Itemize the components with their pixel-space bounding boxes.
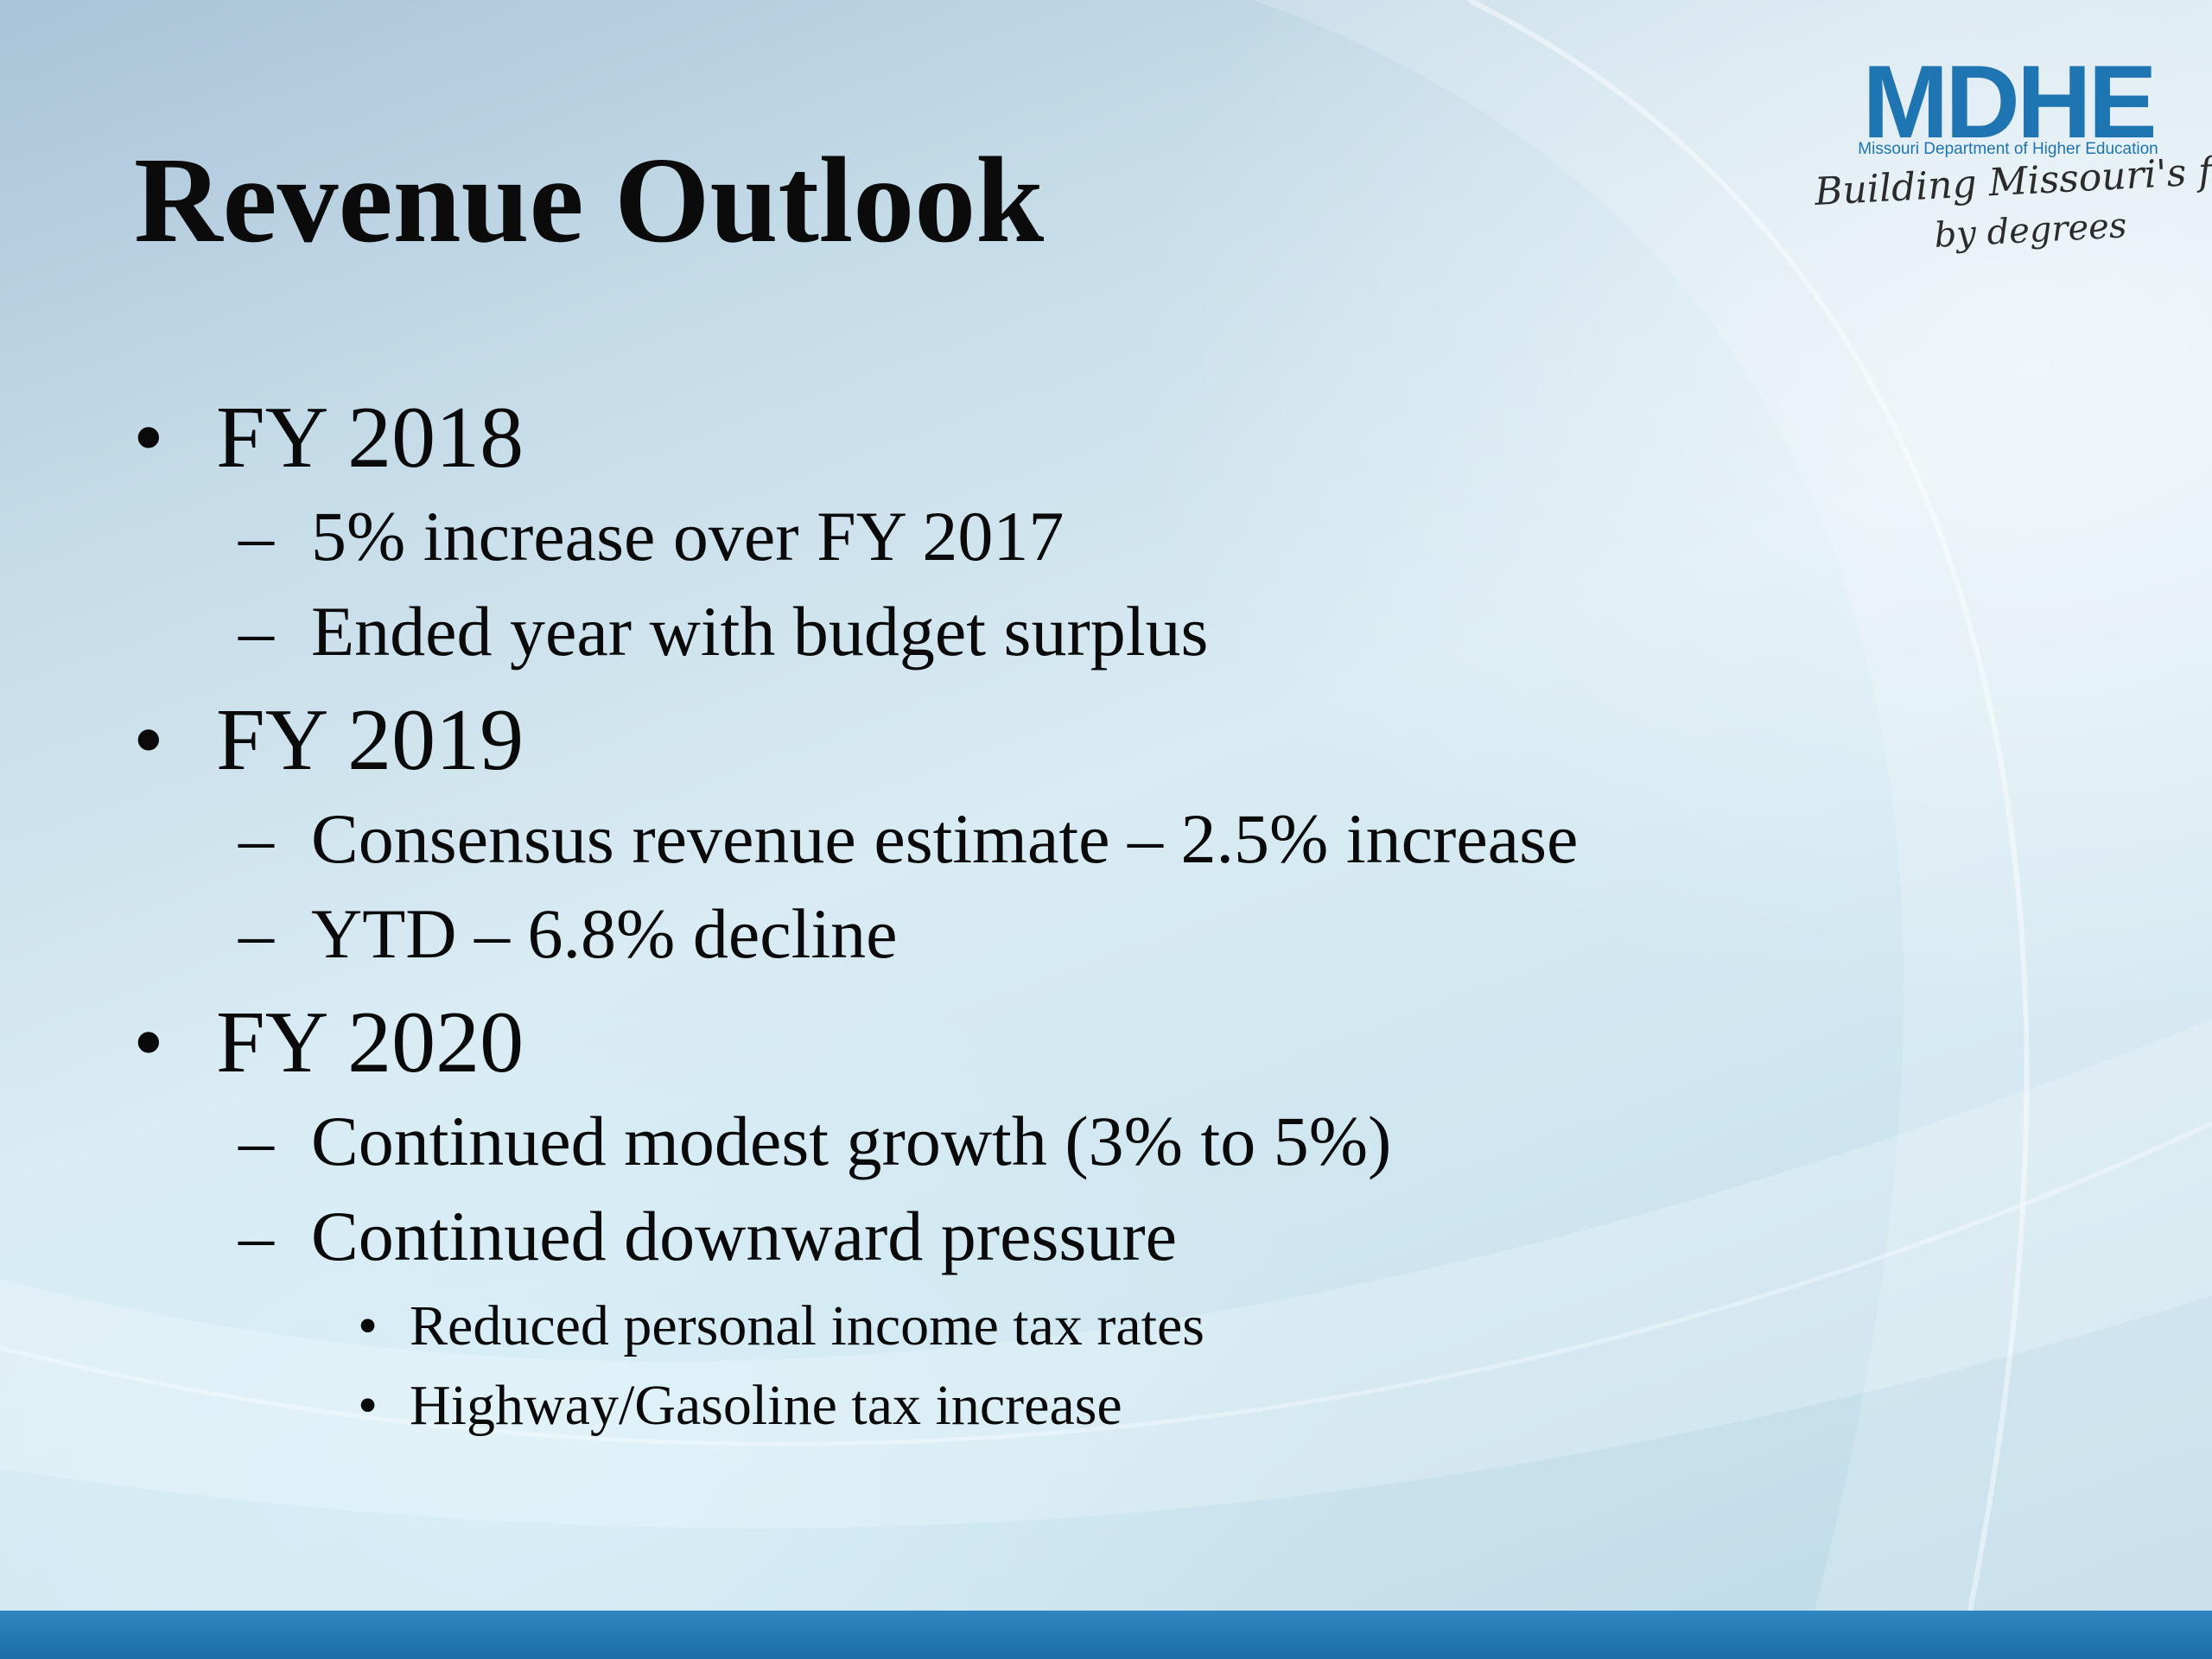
- sub-bullet-text: Continued modest growth (3% to 5%): [311, 1102, 1392, 1180]
- bullet-label: FY 2020: [216, 994, 524, 1091]
- bottom-accent-bar: [0, 1611, 2212, 1659]
- sub-sub-bullet-text: Highway/Gasoline tax increase: [410, 1374, 1122, 1437]
- sub-bullet-text: Ended year with budget surplus: [311, 592, 1209, 671]
- bullet-marker: •: [358, 1374, 378, 1437]
- logo-wordmark: MDHE: [1862, 44, 2157, 160]
- sub-sub-bullet: • Highway/Gasoline tax increase: [358, 1374, 1122, 1437]
- sub-bullet: – Consensus revenue estimate – 2.5% incr…: [238, 804, 1578, 874]
- bullet-fy-2018: • FY 2018: [133, 394, 524, 482]
- sub-bullet: – Continued modest growth (3% to 5%): [238, 1106, 1391, 1177]
- dash-marker: –: [238, 799, 274, 878]
- sub-bullet-text: Continued downward pressure: [311, 1197, 1178, 1275]
- sub-bullet: – Continued downward pressure: [238, 1201, 1177, 1272]
- dash-marker: –: [238, 1197, 274, 1275]
- mdhe-logo: MDHE Missouri Department of Higher Educa…: [1813, 44, 2212, 275]
- sub-bullet: – 5% increase over FY 2017: [238, 501, 1064, 572]
- sub-bullet: – YTD – 6.8% decline: [238, 899, 898, 969]
- bullet-label: FY 2018: [216, 389, 524, 486]
- sub-sub-bullet: • Reduced personal income tax rates: [358, 1298, 1205, 1355]
- bullet-fy-2020: • FY 2020: [133, 999, 524, 1087]
- dash-marker: –: [238, 497, 274, 575]
- sub-sub-bullet-text: Reduced personal income tax rates: [410, 1294, 1205, 1357]
- logo-subtitle: Missouri Department of Higher Education: [1858, 140, 2158, 158]
- logo-tagline-line2: by degrees: [1933, 206, 2128, 256]
- dash-marker: –: [238, 894, 274, 973]
- bullet-marker: •: [133, 389, 164, 486]
- sub-bullet-text: YTD – 6.8% decline: [311, 894, 898, 973]
- bullet-marker: •: [133, 691, 164, 789]
- sub-bullet: – Ended year with budget surplus: [238, 596, 1208, 667]
- dash-marker: –: [238, 1102, 274, 1180]
- sub-bullet-text: 5% increase over FY 2017: [311, 497, 1065, 575]
- bullet-marker: •: [358, 1294, 378, 1357]
- bullet-label: FY 2019: [216, 691, 524, 789]
- sub-bullet-text: Consensus revenue estimate – 2.5% increa…: [311, 799, 1579, 878]
- bullet-marker: •: [133, 994, 164, 1091]
- bullet-fy-2019: • FY 2019: [133, 696, 524, 785]
- logo-tagline-line1: Building Missouri's future...: [1813, 142, 2212, 214]
- dash-marker: –: [238, 592, 274, 671]
- slide-title: Revenue Outlook: [134, 131, 1045, 268]
